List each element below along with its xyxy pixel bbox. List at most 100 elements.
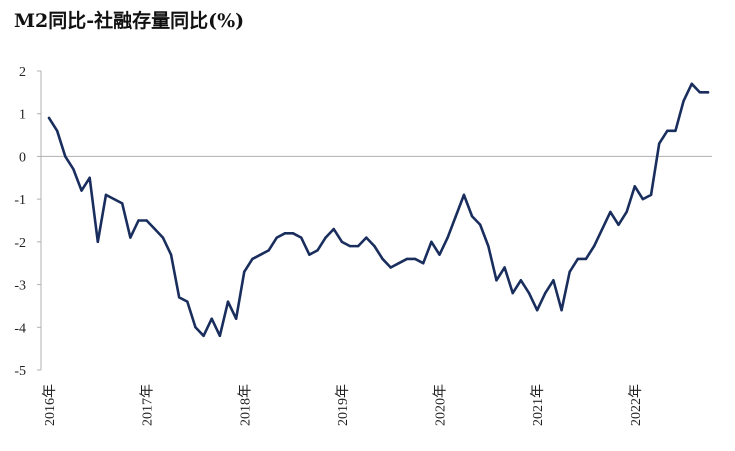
y-tick-label: -2 [14, 236, 26, 251]
data-point [365, 236, 368, 239]
x-tick-label: 2022年 [628, 384, 644, 426]
data-point [210, 317, 213, 320]
data-point [430, 240, 433, 244]
x-tick-label: 2018年 [237, 384, 253, 426]
data-point [348, 244, 352, 248]
data-point [601, 227, 604, 231]
data-point [511, 291, 514, 295]
data-point [527, 291, 531, 295]
data-point [202, 334, 205, 338]
data-point [145, 219, 148, 222]
data-point [503, 266, 506, 269]
data-point [72, 168, 75, 171]
data-point [552, 279, 555, 282]
y-axis: 2 1 0 -1 -2 -3 -4 -5 [14, 65, 42, 379]
y-tick-label: -5 [14, 364, 26, 379]
data-point [446, 236, 449, 239]
data-point [291, 232, 295, 235]
data-point [690, 82, 693, 86]
data-point [609, 210, 612, 214]
data-point [177, 296, 181, 299]
data-point [487, 244, 490, 248]
x-tick-label: 2019年 [335, 384, 351, 426]
data-point [641, 197, 645, 201]
data-point [267, 249, 270, 252]
data-point [519, 279, 523, 282]
data-point [137, 219, 140, 222]
data-point [64, 155, 67, 158]
data-point [316, 249, 319, 252]
data-point [422, 262, 425, 265]
data-point [544, 291, 547, 295]
data-point [153, 227, 156, 231]
data-point [55, 129, 59, 132]
data-point [308, 253, 311, 256]
data-point [259, 253, 262, 256]
data-point [186, 300, 189, 303]
y-tick-label: 2 [19, 65, 26, 80]
y-tick-label: -4 [14, 321, 26, 336]
data-point [462, 193, 466, 197]
x-tick-label: 2021年 [530, 384, 546, 426]
data-point [625, 210, 628, 214]
y-tick-label: -3 [14, 279, 26, 294]
data-point [194, 326, 197, 329]
data-point [283, 232, 287, 235]
data-point [129, 236, 132, 239]
data-point [80, 189, 83, 192]
data-point [674, 129, 677, 132]
data-point [96, 240, 100, 244]
data-point [169, 253, 173, 256]
data-point [657, 142, 661, 145]
data-point [161, 236, 165, 239]
data-point [121, 202, 124, 205]
data-point [373, 244, 376, 248]
chart-title: M2同比-社融存量同比(%) [14, 10, 245, 32]
x-tick-label: 2020年 [433, 384, 449, 426]
x-tick-label: 2017年 [140, 384, 156, 426]
y-tick-label: 1 [19, 108, 26, 123]
y-tick-label: 0 [19, 150, 26, 165]
data-point [104, 193, 108, 197]
data-point [495, 279, 498, 282]
data-point [381, 257, 384, 261]
data-point [438, 253, 441, 256]
data-point [413, 257, 417, 261]
data-point [576, 257, 580, 261]
data-point [682, 99, 685, 103]
data-point [226, 300, 230, 303]
data-point [592, 244, 596, 248]
data-point [324, 236, 327, 239]
data-point [112, 197, 116, 201]
series-group [47, 82, 710, 338]
data-point [47, 116, 51, 120]
data-point [397, 262, 401, 265]
data-point [454, 215, 457, 218]
data-point [617, 223, 620, 226]
data-point [234, 317, 238, 320]
series-line [47, 82, 710, 338]
data-point [633, 185, 636, 188]
data-point [300, 236, 303, 239]
data-point [405, 257, 409, 261]
data-point [649, 193, 653, 197]
data-point [218, 334, 222, 338]
data-point [88, 176, 91, 179]
data-point [340, 240, 344, 244]
data-point [470, 215, 474, 218]
data-point [666, 129, 669, 132]
data-point [356, 244, 360, 248]
x-tick-label: 2016年 [42, 384, 58, 426]
data-point [479, 223, 482, 226]
data-point [535, 309, 539, 312]
data-point [568, 270, 571, 273]
data-point [275, 236, 278, 239]
data-point [332, 227, 335, 231]
data-point [706, 91, 710, 94]
x-axis: 2016年 2017年 2018年 2019年 2020年 2021年 2022年 [41, 155, 712, 426]
y-tick-label: -1 [14, 193, 26, 208]
data-point [251, 257, 254, 261]
data-point [560, 309, 563, 312]
data-point [584, 257, 588, 261]
